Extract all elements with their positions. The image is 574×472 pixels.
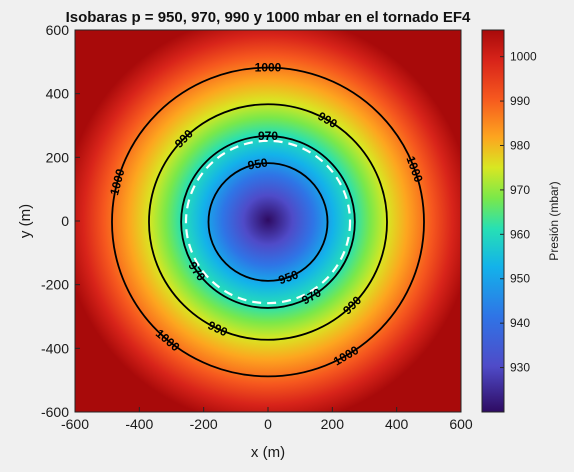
y-tick-label: 400 [46, 86, 70, 102]
contour-line-950 [207, 162, 329, 282]
contour-line-970 [180, 135, 356, 309]
colorbar-label: Presión (mbar) [547, 181, 561, 260]
colorbar-tick-label: 990 [510, 94, 530, 108]
x-axis-ticks: -600 -400 -200 0 200 400 600 [61, 407, 473, 432]
colorbar-tick-label: 970 [510, 183, 530, 197]
colorbar-tick-label: 1000 [510, 50, 537, 64]
colorbar-tick-label: 960 [510, 227, 530, 241]
contour-line-960-dashed [184, 139, 352, 305]
colorbar-tick-label: 940 [510, 316, 530, 330]
chart-title: Isobaras p = 950, 970, 990 y 1000 mbar e… [66, 9, 471, 26]
y-tick-label: -400 [41, 340, 69, 356]
contour-label-950: 950 [277, 267, 301, 287]
x-tick-label: -400 [125, 416, 153, 432]
plot-area: 9509509709709709909909909901000100010001… [75, 30, 461, 412]
x-tick-label: -200 [190, 416, 218, 432]
contour-label-group: 1000 [255, 61, 282, 75]
contour-label-group: 1000 [107, 167, 128, 197]
y-tick-label: -200 [41, 277, 69, 293]
x-tick-label: 400 [385, 416, 409, 432]
colorbar-ticks: 1000 990 980 970 960 950 940 930 [500, 50, 537, 375]
contour-label-group: 950 [277, 267, 301, 287]
x-tick-label: 600 [449, 416, 473, 432]
contour-lines [111, 66, 425, 378]
x-axis-label: x (m) [251, 444, 285, 461]
colorbar-tick-label: 930 [510, 361, 530, 375]
colorbar-tick-label: 950 [510, 272, 530, 286]
x-tick-label: 200 [321, 416, 345, 432]
y-axis-label: y (m) [17, 204, 34, 238]
y-tick-label: -600 [41, 404, 69, 420]
y-tick-label: 0 [61, 213, 69, 229]
colorbar: 1000 990 980 970 960 950 940 930 Presión (mbar) [481, 29, 561, 413]
contour-label-group: 970 [258, 129, 278, 143]
y-tick-label: 600 [46, 22, 70, 38]
y-axis-ticks: 600 400 200 0 -200 -400 -600 [41, 22, 80, 420]
y-tick-label: 200 [46, 149, 70, 165]
contour-label-group: 950 [247, 155, 269, 172]
contour-label-950: 950 [247, 155, 269, 172]
x-tick-label: 0 [264, 416, 272, 432]
contour-label-1000: 1000 [107, 167, 128, 197]
contour-label-970: 970 [258, 129, 278, 143]
contour-line-1000 [111, 66, 425, 378]
contour-line-990 [148, 103, 388, 341]
pressure-field [75, 30, 461, 412]
contour-label-1000: 1000 [255, 61, 282, 75]
colorbar-gradient [481, 29, 505, 413]
colorbar-tick-label: 980 [510, 138, 530, 152]
x-tick-label: -600 [61, 416, 89, 432]
